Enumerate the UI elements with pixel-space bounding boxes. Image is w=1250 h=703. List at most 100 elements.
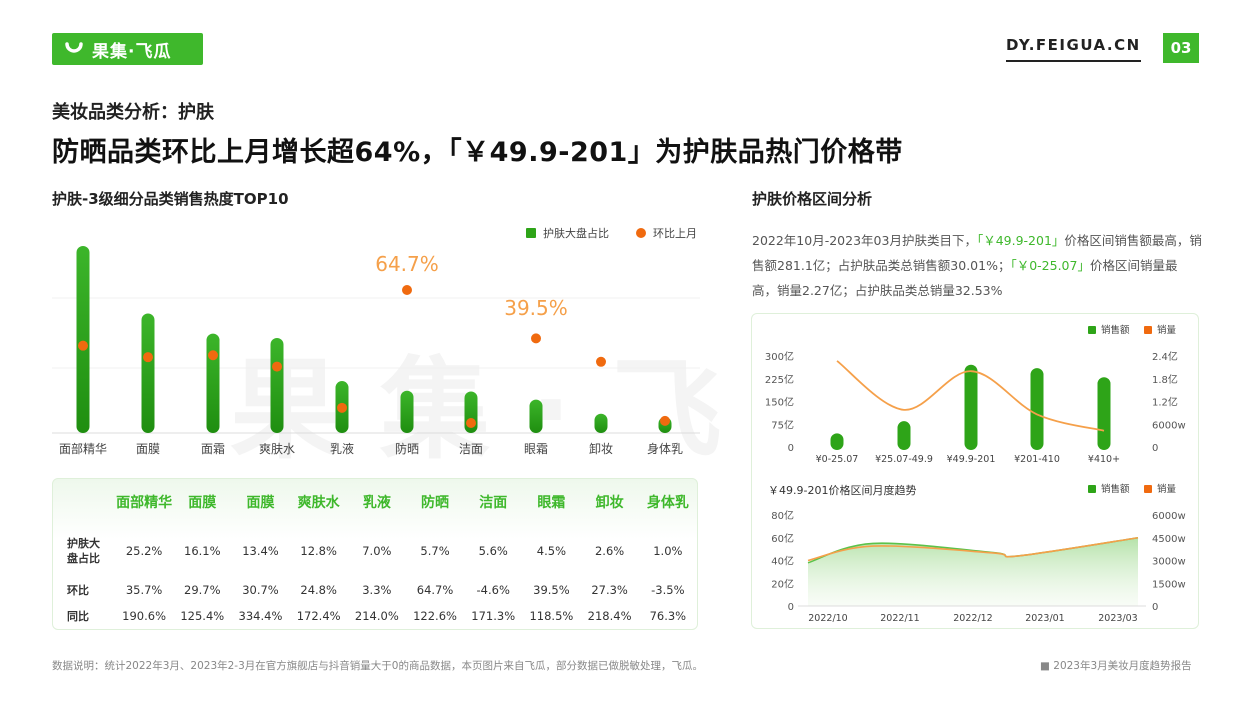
bar-爽肤水 [270, 338, 284, 433]
page-subtitle: 美妆品类分析：护肤 [52, 102, 214, 123]
chart-title: ￥49.9-201价格区间月度趋势 [768, 483, 916, 497]
table-cell: 12.8% [300, 544, 337, 558]
y2-tick-label: 3000w [1152, 557, 1186, 568]
x-tick-label: 2022/10 [808, 613, 847, 624]
table-cell: 25.2% [125, 544, 163, 558]
bar-¥49.9-201 [964, 364, 978, 450]
table-cell: 5.7% [420, 544, 450, 558]
table-header-cell: 爽肤水 [297, 495, 340, 511]
y2-tick-label: 4500w [1152, 534, 1186, 545]
legend-label-volume: 销量 [1157, 483, 1177, 495]
y2-tick-label: 1.8亿 [1152, 373, 1178, 386]
brand-logo: 果集·飞瓜 [52, 33, 203, 65]
monthly-trend-chart: ￥49.9-201价格区间月度趋势 0 0 20亿 1500w 40亿 3000w 60亿 45… [768, 483, 1186, 624]
x-tick-label: 身体乳 [647, 441, 683, 456]
y-tick-label: 60亿 [771, 532, 794, 545]
logo-icon [65, 42, 83, 53]
left-section-title: 护肤-3级细分品类销售热度TOP10 [52, 190, 289, 208]
area-销售额 [808, 537, 1138, 606]
category-table: 面部精华 面膜 面膜 爽肤水 乳液 防晒 洁面 眼霜 卸妆 身体乳 护肤大 盘占比 25.2% 16.1… [52, 478, 698, 630]
table-cell: 3.3% [362, 583, 392, 597]
x-tick-label: ¥410+ [1088, 454, 1120, 465]
table-cell: 39.5% [533, 583, 570, 597]
legend-swatch-volume [1144, 326, 1152, 334]
legend-label-share: 护肤大盘占比 [543, 226, 609, 240]
desc-text-2: 价格区间销售额最高，销售额281.1亿；占护肤品类总销售额30.01%； [752, 233, 1202, 273]
x-tick-label: 防晒 [395, 441, 419, 456]
footer-report: ■ 2023年3月美妆月度趋势报告 [1040, 660, 1192, 672]
desc-text-3: 价格区间销量最高，销量2.27亿；占护肤品类总销量32.53% [752, 258, 1178, 298]
table-cell: 218.4% [587, 609, 632, 623]
legend-swatch-sales [1088, 326, 1096, 334]
y-tick-label: 300亿 [765, 350, 794, 363]
annotation-label: 64.7% [375, 252, 439, 276]
bar-面部精华 [76, 246, 90, 433]
x-tick-label: 2022/11 [880, 613, 919, 624]
table-cell: 2.6% [594, 544, 625, 558]
table-corner [53, 479, 115, 525]
row-label: 同比 [67, 609, 89, 623]
bar-眼霜 [529, 399, 543, 433]
x-tick-label: ¥25.07-49.9 [875, 454, 933, 465]
y2-tick-label: 2.4亿 [1152, 350, 1178, 363]
mom-dot-面部精华 [78, 340, 88, 351]
y-tick-label: 0 [788, 443, 794, 454]
y2-tick-label: 0 [1152, 602, 1158, 613]
mom-dot-身体乳 [660, 415, 670, 426]
x-tick-label: 面部精华 [59, 441, 107, 456]
x-tick-label: 面霜 [201, 442, 225, 456]
mom-dot-眼霜 [531, 333, 541, 344]
table-cell: 64.7% [416, 583, 454, 597]
site-url[interactable]: DY.FEIGUA.CN [1006, 36, 1141, 62]
x-tick-label: 眼霜 [524, 442, 548, 456]
table-header-row: 面部精华 面膜 面膜 爽肤水 乳液 防晒 洁面 眼霜 卸妆 身体乳 [53, 479, 697, 525]
table-cell: 118.5% [529, 609, 574, 623]
table-cell: 190.6% [122, 609, 167, 623]
y2-tick-label: 6000w [1152, 420, 1186, 431]
table-cell: 214.0% [354, 609, 399, 623]
table-header-cell: 眼霜 [537, 495, 566, 511]
x-tick-label: ¥49.9-201 [947, 454, 996, 465]
table-header-cell: 面膜 [246, 495, 275, 511]
table-row: 护肤大 盘占比 25.2% 16.1% 13.4% 12.8% 7.0% 5.7% 5.6% 4.… [53, 525, 697, 577]
right-section-title: 护肤价格区间分析 [752, 190, 873, 208]
price-range-chart: 0 0 75亿 6000w 150亿 1.2亿 225亿 1.8亿 300亿 2.4亿 ¥0-25.… [765, 324, 1186, 465]
bar-¥0-25.07 [830, 433, 844, 450]
mom-dot-面霜 [208, 350, 218, 361]
bar-¥25.07-49.9 [897, 421, 911, 450]
x-tick-label: 洁面 [459, 442, 483, 456]
x-tick-label: 2022/12 [953, 613, 992, 624]
y-tick-label: 20亿 [771, 577, 794, 590]
category-heat-chart: 面部精华 面膜 面霜 爽肤水 乳液 防晒 洁面 眼霜 卸妆 身体乳 64.7% 39.5% 护肤大盘占比… [52, 226, 700, 456]
table-header-cell: 身体乳 [646, 495, 689, 511]
bar-¥410+ [1097, 377, 1111, 450]
page-number: 03 [1163, 33, 1199, 63]
y2-tick-label: 6000w [1152, 511, 1186, 522]
table-row: 环比 35.7% 29.7% 30.7% 24.8% 3.3% 64.7% -4.6% 39.5… [53, 577, 697, 603]
x-tick-label: 乳液 [330, 441, 354, 456]
table-cell: 27.3% [591, 583, 628, 597]
legend-swatch-volume [1144, 485, 1152, 493]
table-cell: 16.1% [184, 544, 221, 558]
table-cell: 5.6% [478, 544, 508, 558]
mom-dot-爽肤水 [272, 361, 282, 372]
table-cell: 4.5% [536, 544, 567, 558]
table-cell: 1.0% [653, 544, 683, 558]
price-description: 2022年10月-2023年03月护肤类目下，「￥49.9-201」价格区间销售… [752, 228, 1202, 303]
bar-面霜 [206, 333, 220, 433]
x-tick-label: 2023/01 [1025, 613, 1064, 624]
table-header-cell: 洁面 [479, 495, 508, 511]
annotation-label: 39.5% [504, 296, 568, 320]
price-chart-card: 0 0 75亿 6000w 150亿 1.2亿 225亿 1.8亿 300亿 2.4亿 ¥0-25.… [751, 313, 1199, 629]
table-header-cell: 面膜 [188, 495, 217, 511]
table-row: 同比 190.6% 125.4% 334.4% 172.4% 214.0% 122.6% 17… [53, 603, 697, 629]
table-cell: 122.6% [413, 609, 457, 623]
y-tick-label: 150亿 [765, 396, 794, 409]
x-tick-label: ¥0-25.07 [816, 454, 859, 465]
logo-text: 果集·飞瓜 [92, 41, 172, 62]
legend-swatch-sales [1088, 485, 1096, 493]
x-tick-label: 2023/03 [1098, 613, 1137, 624]
mom-dot-洁面 [466, 418, 476, 428]
table-cell: 334.4% [238, 609, 283, 623]
row-label: 环比 [67, 583, 89, 597]
